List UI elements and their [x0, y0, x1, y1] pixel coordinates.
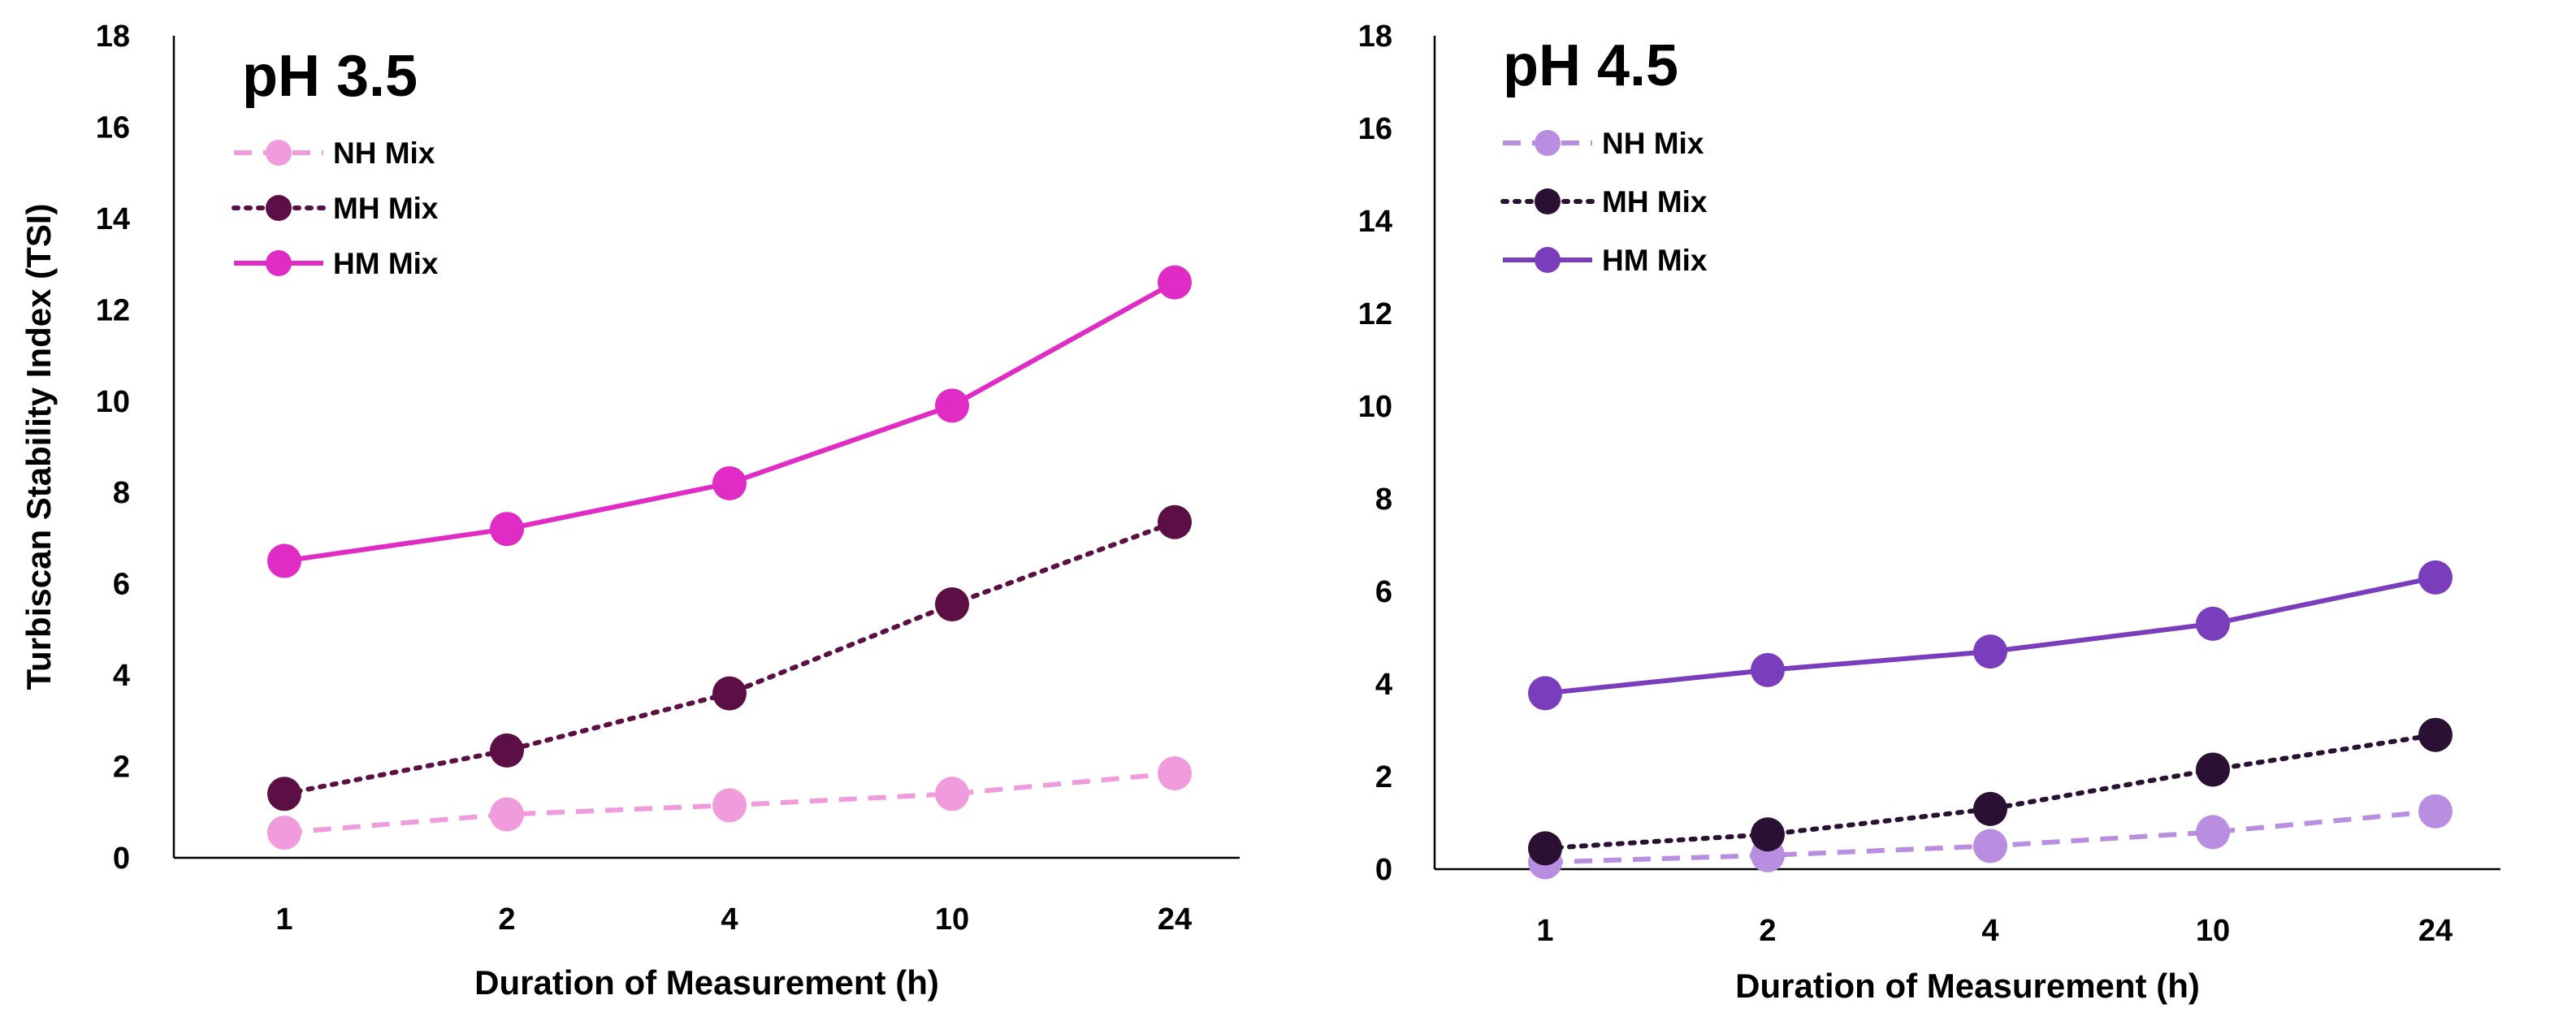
y-tick-label: 0 — [113, 842, 130, 876]
y-tick-label: 16 — [96, 110, 130, 145]
legend-entry: NH Mix — [1503, 127, 1704, 160]
data-point — [490, 733, 524, 768]
series-mh-mix — [1528, 717, 2453, 866]
data-point — [2418, 560, 2453, 595]
legend-entry: HM Mix — [1503, 244, 1708, 277]
data-point — [1973, 634, 2007, 669]
y-tick-label: 18 — [96, 19, 130, 54]
x-tick-label: 2 — [1759, 914, 1776, 948]
data-point — [1751, 817, 1785, 852]
series-hm-mix — [1528, 560, 2453, 711]
x-tick-label: 4 — [1981, 914, 1998, 948]
x-tick-label: 24 — [1158, 902, 1192, 937]
y-tick-label: 14 — [1358, 205, 1392, 239]
series-hm-mix — [267, 265, 1192, 578]
y-tick-label: 10 — [1358, 390, 1392, 424]
data-point — [490, 512, 524, 547]
data-point — [1528, 831, 1562, 866]
series-line — [284, 279, 1176, 564]
legend-entry: MH Mix — [232, 192, 439, 225]
data-point — [935, 777, 969, 811]
legend-entry: MH Mix — [1500, 185, 1708, 219]
legend-entry: HM Mix — [234, 247, 439, 280]
data-point — [1973, 829, 2007, 863]
x-tick-label: 1 — [275, 902, 292, 937]
series-line — [1543, 732, 2438, 851]
y-tick-label: 14 — [96, 202, 130, 236]
chart-title: pH 4.5 — [1503, 33, 1678, 98]
data-point — [1528, 676, 1562, 711]
y-tick-label: 16 — [1358, 112, 1392, 146]
y-tick-label: 0 — [1375, 853, 1392, 887]
legend-label: NH Mix — [333, 136, 435, 170]
x-tick-label: 4 — [721, 902, 738, 937]
data-point — [2418, 794, 2453, 829]
data-point — [2196, 815, 2230, 850]
legend-marker — [1535, 188, 1561, 214]
legend-label: MH Mix — [333, 192, 439, 225]
y-tick-label: 8 — [113, 476, 130, 510]
x-tick-label: 10 — [2196, 914, 2230, 948]
data-point — [1158, 755, 1192, 790]
legend-marker — [1535, 130, 1561, 156]
data-point — [267, 816, 301, 850]
y-tick-label: 8 — [1375, 483, 1392, 517]
x-tick-label: 1 — [1536, 914, 1553, 948]
data-point — [2196, 606, 2230, 641]
data-point — [1158, 504, 1192, 539]
y-tick-label: 12 — [1358, 297, 1392, 331]
y-tick-label: 2 — [1375, 760, 1392, 794]
y-tick-label: 2 — [113, 751, 130, 785]
x-axis-title: Duration of Measurement (h) — [474, 963, 939, 1002]
series-nh-mix — [267, 755, 1192, 850]
series-mh-mix — [267, 504, 1192, 811]
x-axis-title: Duration of Measurement (h) — [1735, 967, 2200, 1005]
legend-label: HM Mix — [333, 247, 439, 280]
legend-marker — [266, 250, 292, 276]
y-tick-label: 12 — [96, 293, 130, 327]
data-point — [712, 465, 747, 500]
data-point — [2196, 752, 2230, 787]
data-point — [1751, 652, 1785, 687]
data-point — [267, 543, 301, 578]
y-tick-label: 4 — [113, 659, 130, 693]
data-point — [935, 586, 969, 621]
legend-marker — [266, 195, 292, 221]
data-point — [490, 797, 524, 832]
y-tick-label: 18 — [1358, 19, 1392, 54]
y-axis-title: Turbiscan Stability Index (TSI) — [19, 204, 58, 690]
series-line — [282, 519, 1177, 797]
x-tick-label: 2 — [498, 902, 515, 937]
legend-entry: NH Mix — [234, 136, 435, 170]
x-tick-label: 24 — [2418, 914, 2453, 948]
y-tick-label: 6 — [113, 568, 130, 602]
chart-title: pH 3.5 — [242, 44, 418, 109]
data-point — [267, 777, 301, 811]
legend-label: NH Mix — [1602, 127, 1704, 160]
legend-label: MH Mix — [1602, 185, 1708, 219]
data-point — [935, 388, 969, 423]
y-tick-label: 6 — [1375, 575, 1392, 609]
data-point — [1973, 791, 2007, 826]
data-point — [1158, 265, 1192, 300]
data-point — [2418, 717, 2453, 752]
y-tick-label: 10 — [96, 385, 130, 419]
legend-marker — [266, 140, 292, 166]
legend-label: HM Mix — [1602, 244, 1708, 277]
data-point — [712, 676, 747, 711]
x-tick-label: 10 — [935, 902, 969, 937]
data-point — [712, 788, 747, 823]
y-tick-label: 4 — [1375, 668, 1392, 702]
legend-marker — [1535, 247, 1561, 273]
